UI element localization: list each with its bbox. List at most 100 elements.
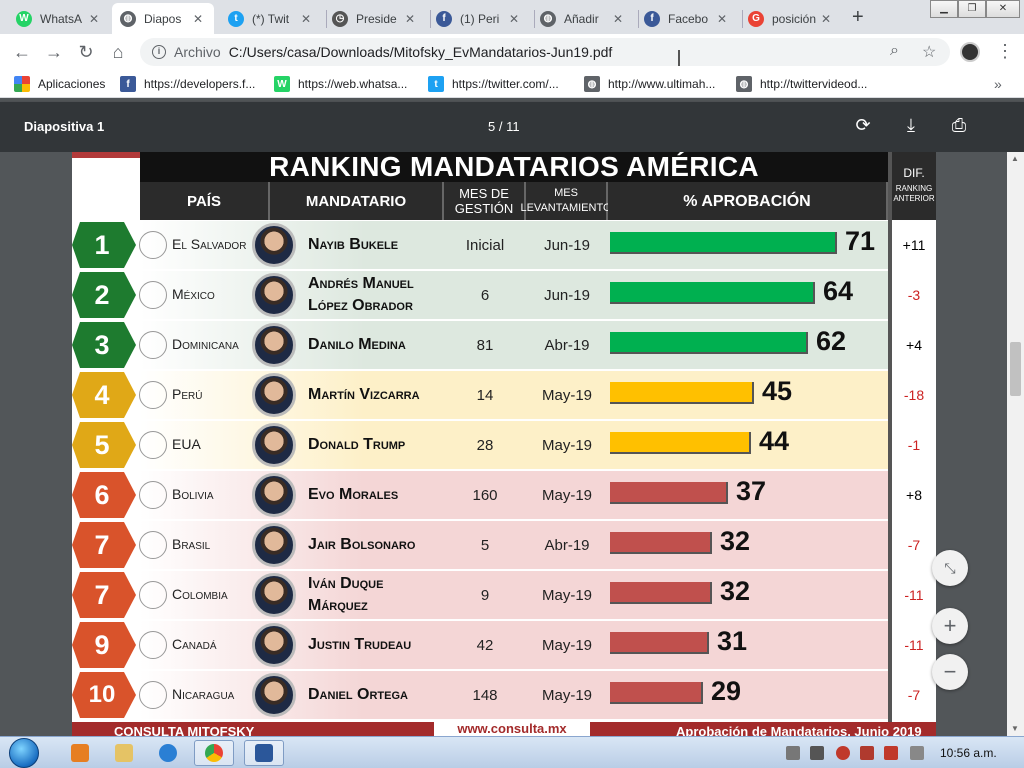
fit-page-button[interactable]: ⤡ (932, 550, 968, 586)
rank-hexagon-icon (72, 622, 136, 668)
scroll-thumb[interactable] (1010, 342, 1021, 396)
browser-tab[interactable]: ◍ Diapos ✕ (112, 3, 214, 34)
browser-tab[interactable]: ◍ Añadir ✕ (532, 3, 634, 34)
rank-number: 10 (88, 681, 116, 708)
country-name: EUA (172, 436, 201, 452)
rank-number: 1 (94, 230, 110, 260)
country-flag-icon (139, 231, 167, 259)
address-url[interactable]: C:/Users/casa/Downloads/Mitofsky_EvManda… (228, 44, 613, 60)
survey-month: May-19 (541, 636, 593, 654)
bookmark-item[interactable]: f https://developers.f... (120, 76, 255, 92)
home-icon[interactable]: ⌂ (112, 42, 124, 62)
menu-icon[interactable]: ⋮ (996, 41, 1014, 61)
survey-month: May-19 (541, 386, 593, 404)
print-icon[interactable]: ⎙ (951, 115, 967, 135)
browser-tab[interactable]: f (1) Peri ✕ (428, 3, 530, 34)
approval-bar (610, 582, 712, 604)
bookmark-item[interactable]: ◍ http://twittervideod... (736, 76, 867, 92)
info-icon[interactable]: i (152, 45, 166, 59)
taskbar-chrome[interactable] (194, 740, 234, 766)
download-icon[interactable]: ⤓ (907, 115, 915, 135)
tab-close-icon[interactable]: ✕ (300, 11, 312, 26)
start-button[interactable] (9, 738, 39, 768)
browser-tab[interactable]: t (*) Twit ✕ (220, 3, 322, 34)
rank-hexagon-icon (72, 222, 136, 268)
tray-app-icon[interactable] (836, 746, 850, 760)
scroll-down-arrow[interactable]: ▼ (1011, 724, 1019, 733)
tab-close-icon[interactable]: ✕ (192, 11, 204, 26)
scrollbar[interactable]: ▲ ▼ (1007, 152, 1024, 736)
rank-difference: -7 (892, 671, 936, 719)
volume-icon[interactable] (786, 746, 800, 760)
country-name: México (172, 286, 215, 302)
tab-label: WhatsA (40, 11, 83, 26)
survey-month: Jun-19 (544, 286, 590, 304)
browser-tab[interactable]: ◷ Preside ✕ (324, 3, 426, 34)
country-flag-icon (139, 381, 167, 409)
bookmark-star-icon[interactable]: ☆ (922, 44, 937, 61)
tab-label: Preside (356, 11, 397, 26)
tab-label: Facebo (668, 11, 709, 26)
new-tab-button[interactable]: + (852, 6, 864, 28)
approval-bar (610, 482, 728, 504)
network-icon[interactable] (810, 746, 824, 760)
browser-tab[interactable]: W WhatsA ✕ (8, 3, 110, 34)
tab-close-icon[interactable]: ✕ (716, 11, 728, 26)
tab-close-icon[interactable]: ✕ (508, 11, 520, 26)
tab-close-icon[interactable]: ✕ (404, 11, 416, 26)
back-icon[interactable]: ← (13, 42, 31, 62)
taskbar-media-player[interactable] (60, 740, 100, 766)
bookmark-item[interactable]: ◍ http://www.ultimah... (584, 76, 715, 92)
bookmark-item[interactable]: Aplicaciones (14, 76, 105, 92)
tray-app-3-icon[interactable] (884, 746, 898, 760)
taskbar-word[interactable] (244, 740, 284, 766)
pdf-title: Diapositiva 1 (24, 119, 105, 134)
table-row: 7 Colombia Iván Duque Márquez 9 May-19 32 -11 (72, 570, 936, 620)
action-center-icon[interactable] (910, 746, 924, 760)
pdf-viewport[interactable]: RANKING MANDATARIOS AMÉRICA PAÍS MANDATA… (0, 152, 1007, 736)
zoom-out-button[interactable]: − (932, 654, 968, 690)
address-bar[interactable]: i Archivo C:/Users/casa/Downloads/Mitofs… (140, 38, 950, 66)
rank-difference: -7 (892, 521, 936, 569)
approval-bar (610, 532, 712, 554)
close-window-button[interactable]: ✕ (986, 0, 1020, 18)
tab-close-icon[interactable]: ✕ (820, 11, 832, 26)
taskbar-explorer[interactable] (104, 740, 144, 766)
rank-number: 9 (94, 630, 110, 660)
zoom-icon[interactable]: ⌕ (890, 42, 899, 59)
bookmark-item[interactable]: t https://twitter.com/... (428, 76, 559, 92)
browser-tab[interactable]: f Facebo ✕ (636, 3, 738, 34)
zoom-in-button[interactable]: + (932, 608, 968, 644)
minimize-button[interactable]: ▁ (930, 0, 958, 18)
tab-close-icon[interactable]: ✕ (612, 11, 624, 26)
scroll-up-arrow[interactable]: ▲ (1011, 154, 1019, 163)
survey-month: Abr-19 (544, 336, 590, 354)
tab-label: Diapos (144, 11, 182, 26)
tray-app-2-icon[interactable] (860, 746, 874, 760)
tab-close-icon[interactable]: ✕ (88, 11, 100, 26)
leader-name: Justin Trudeau (308, 636, 412, 653)
tab-label: Añadir (564, 11, 599, 26)
table-row: 9 Canadá Justin Trudeau 42 May-19 31 -11 (72, 620, 936, 670)
dif-separator (888, 152, 892, 722)
slide-accent (72, 152, 140, 158)
leader-photo (252, 223, 296, 267)
rank-number: 7 (94, 580, 110, 610)
taskbar-internet-explorer[interactable] (148, 740, 188, 766)
profile-avatar[interactable] (960, 42, 980, 62)
rank-badge: 3 (72, 322, 138, 368)
windows-taskbar: 10:56 a.m. (0, 736, 1024, 768)
header-mandatario: MANDATARIO (270, 182, 444, 220)
rank-hexagon-icon (72, 472, 136, 518)
bookmarks-overflow-icon[interactable]: » (994, 76, 1002, 92)
reload-icon[interactable]: ↻ (78, 42, 94, 62)
tab-separator (638, 10, 639, 28)
tab-separator (742, 10, 743, 28)
restore-button[interactable]: ❐ (958, 0, 986, 18)
forward-icon[interactable]: → (45, 42, 63, 62)
rotate-icon[interactable]: ⟳ (855, 115, 871, 135)
table-row: 7 Brasil Jair Bolsonaro 5 Abr-19 32 -7 (72, 520, 936, 570)
leader-photo (252, 323, 296, 367)
